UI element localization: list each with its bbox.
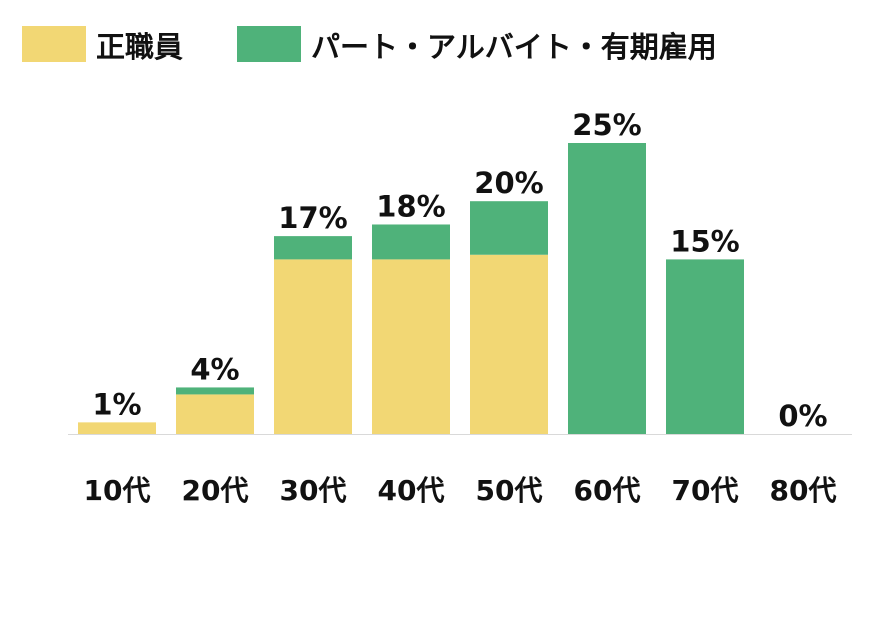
bar-seishain-1 [176, 394, 254, 434]
total-label-3: 18% [376, 189, 445, 223]
total-label-5: 25% [572, 108, 641, 142]
bar-part-2 [274, 236, 352, 260]
category-label-3: 40代 [378, 474, 445, 507]
total-label-2: 17% [278, 201, 347, 235]
bar-seishain-4 [470, 254, 548, 434]
total-label-0: 1% [92, 387, 141, 421]
bar-seishain-0 [78, 422, 156, 434]
category-label-4: 50代 [476, 474, 543, 507]
bar-seishain-2 [274, 259, 352, 434]
category-label-0: 10代 [84, 474, 151, 507]
bar-seishain-3 [372, 259, 450, 434]
category-labels: 10代 20代 30代 40代 50代 60代 70代 80代 [84, 474, 837, 507]
legend-swatch-seishain [22, 26, 86, 62]
category-label-5: 60代 [574, 474, 641, 507]
legend-swatch-part [237, 26, 301, 62]
category-label-6: 70代 [672, 474, 739, 507]
legend-label-seishain: 正職員 [96, 30, 183, 64]
legend-label-part: パート・アルバイト・有期雇用 [311, 30, 717, 64]
bars [78, 143, 744, 434]
total-labels: 1% 4% 17% 18% 20% 25% 15% 0% [92, 108, 827, 433]
bar-part-3 [372, 224, 450, 260]
total-label-7: 0% [778, 399, 827, 433]
category-label-1: 20代 [182, 474, 249, 507]
bar-part-5 [568, 143, 646, 434]
total-label-6: 15% [670, 224, 739, 258]
bar-part-6 [666, 259, 744, 434]
total-label-1: 4% [190, 352, 239, 386]
legend: 正職員 パート・アルバイト・有期雇用 [22, 26, 717, 64]
category-label-7: 80代 [770, 474, 837, 507]
category-label-2: 30代 [280, 474, 347, 507]
total-label-4: 20% [474, 166, 543, 200]
bar-part-1 [176, 387, 254, 395]
bar-part-4 [470, 201, 548, 255]
